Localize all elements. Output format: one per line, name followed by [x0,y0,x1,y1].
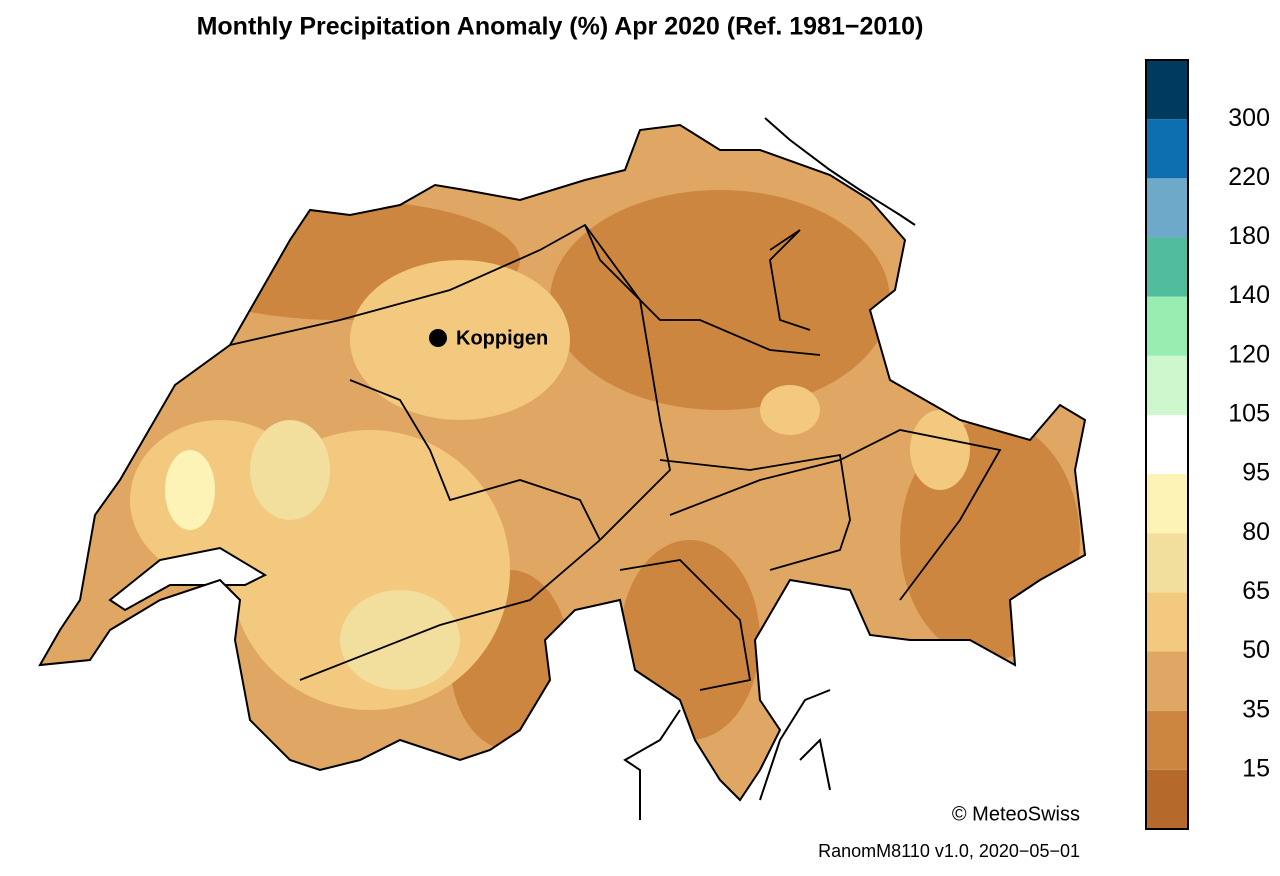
field-zone [165,450,215,530]
colorbar-band [1146,355,1188,415]
colorbar-label: 35 [1242,695,1270,723]
colorbar-label: 220 [1228,163,1270,191]
colorbar-label: 140 [1228,281,1270,309]
colorbar-label: 80 [1242,518,1270,546]
copyright: © MeteoSwiss [952,803,1080,825]
anomaly-field [40,125,1085,800]
location-label: Koppigen [456,327,548,349]
colorbar: 15 35 50 65 80 95 105 120 140 180 220 300 [1146,60,1270,829]
location-marker [429,329,447,347]
colorbar-label: 300 [1228,104,1270,132]
colorbar-label: 180 [1228,222,1270,250]
lake-constance [764,117,916,226]
colorbar-band [1146,119,1188,179]
southern-lakes [623,689,831,820]
field-zone [550,190,890,410]
lake [108,546,268,612]
footer: RanomM8110 v1.0, 2020−05−01 [818,841,1080,861]
colorbar-band [1146,533,1188,593]
colorbar-band [1146,769,1188,829]
colorbar-band [1146,178,1188,238]
colorbar-label: 65 [1242,577,1270,605]
colorbar-band [1146,474,1188,534]
field-zone [910,410,970,490]
colorbar-band [1146,237,1188,297]
colorbar-band [1146,414,1188,475]
colorbar-band [1146,60,1188,120]
colorbar-frame [1145,59,1189,830]
colorbar-band [1146,592,1188,652]
canton-borders [229,223,1002,691]
field-zone [760,385,820,435]
colorbar-label: 15 [1242,754,1270,782]
field-zone [350,260,570,420]
colorbar-label: 105 [1228,400,1270,428]
colorbar-band [1146,296,1188,356]
colorbar-band [1146,651,1188,711]
colorbar-label: 120 [1228,340,1270,368]
map-title: Monthly Precipitation Anomaly (%) Apr 20… [197,13,924,41]
border [38,123,1087,802]
colorbar-label: 95 [1242,459,1270,487]
colorbar-label: 50 [1242,636,1270,664]
field-zone [250,420,330,520]
colorbar-band [1146,710,1188,770]
